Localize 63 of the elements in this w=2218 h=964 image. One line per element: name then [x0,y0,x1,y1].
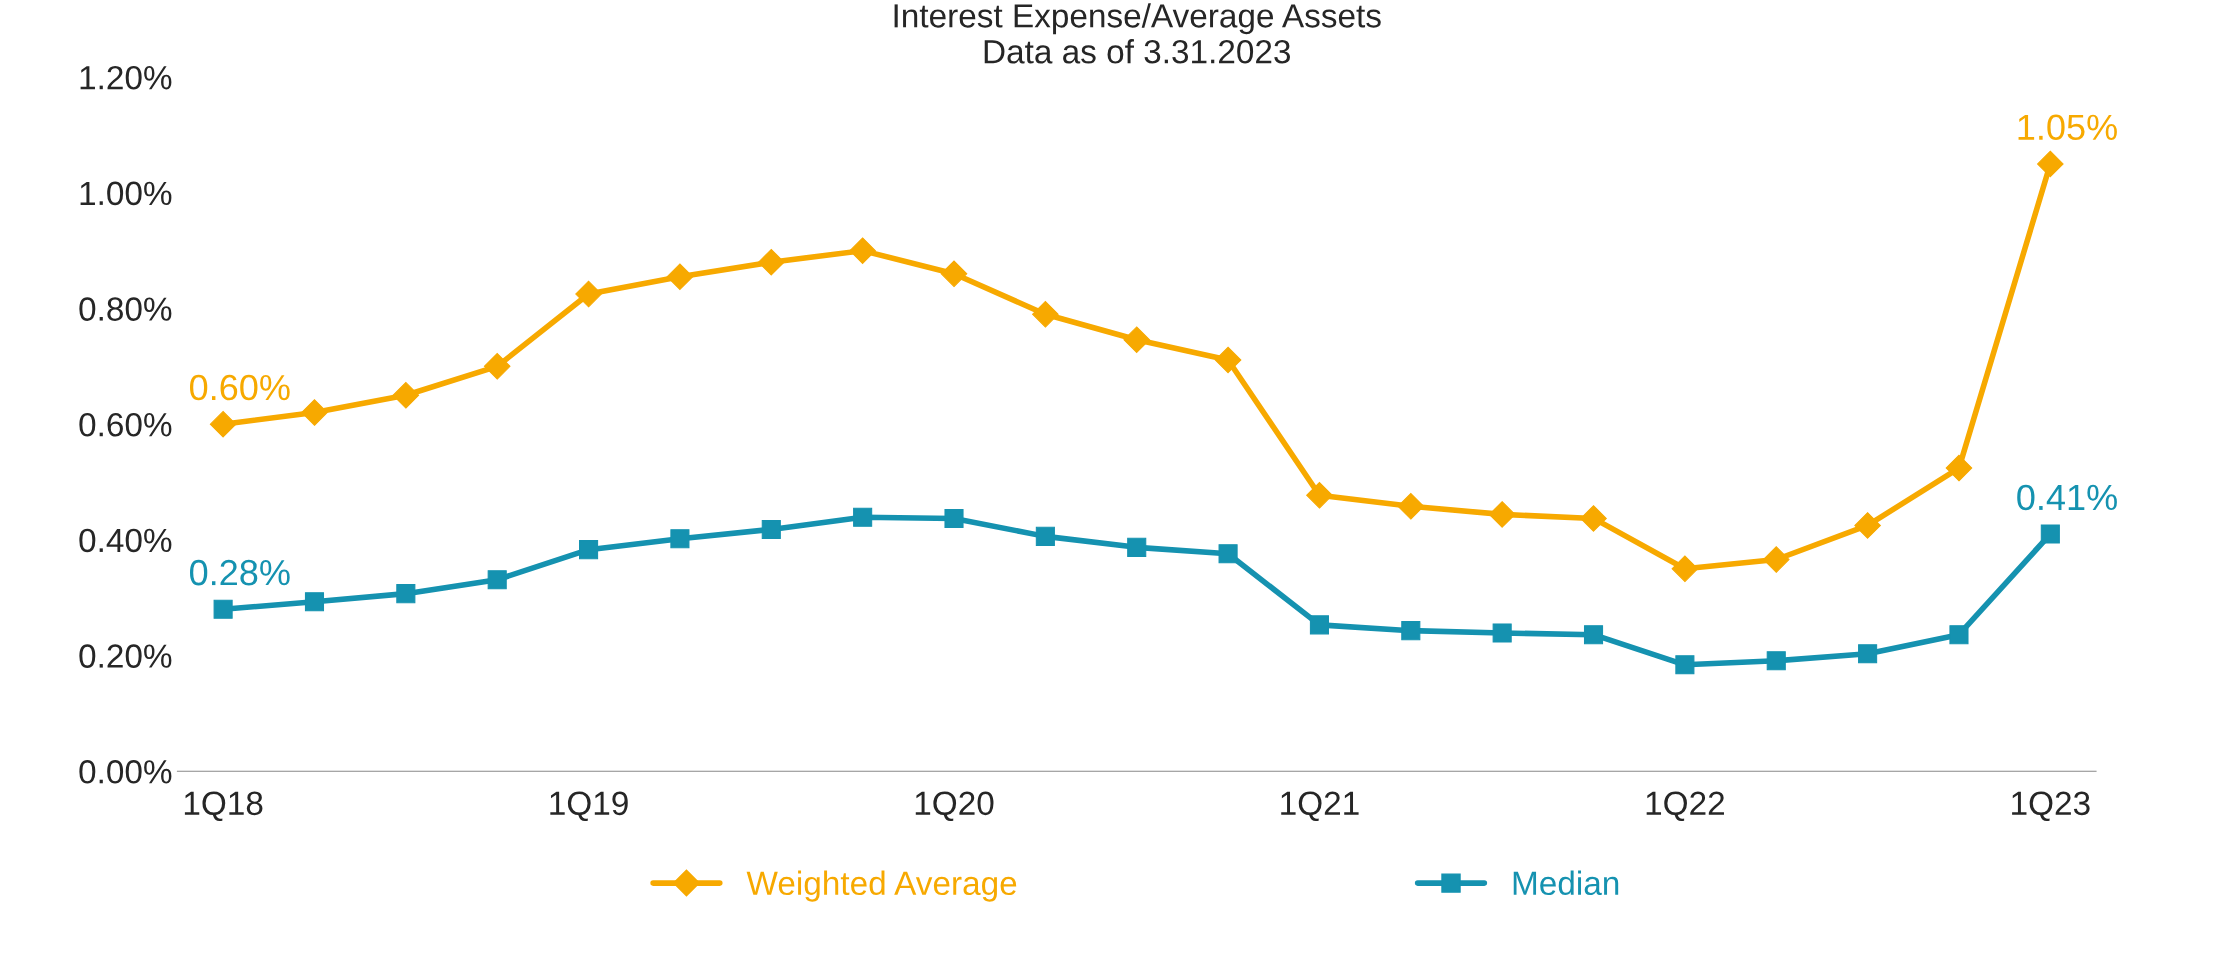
point [1035,526,1055,546]
point [304,592,325,612]
x-tick-label: 1Q22 [1646,791,1724,822]
point [761,519,781,539]
point [670,529,690,549]
x-tick-label: 1Q20 [915,791,994,822]
y-tick-label: 1.20% [80,65,172,90]
point [666,263,694,290]
y-tick-label: 0.80% [79,297,172,321]
point [2037,150,2064,178]
point [1306,482,1333,509]
point [849,237,876,264]
point [1949,625,1969,645]
point [758,248,785,276]
legend-label: Weighted Average [746,870,1017,902]
point [1583,625,1604,645]
data-label: 0.28% [190,559,290,586]
point [1032,300,1059,328]
data-label: 0.41% [2017,484,2117,511]
point [1671,555,1699,583]
chart-subtitle: Data as of 3.31.2023 [984,39,1291,64]
x-tick-label: 1Q21 [1281,791,1359,822]
point [483,353,511,380]
y-tick-label: 0.20% [79,644,172,668]
point [1397,493,1425,520]
point [209,410,237,438]
point [1858,644,1878,664]
point [213,599,233,619]
point [301,399,328,426]
legend-label: Median [1513,870,1619,896]
data-label: 1.05% [2018,114,2117,141]
point [392,381,420,409]
y-tick-label: 0.00% [79,760,172,784]
point [396,584,416,604]
y-tick-label: 1.00% [80,181,172,206]
point [1309,615,1329,635]
point [579,540,599,560]
x-tick-label: 1Q19 [550,791,628,822]
point [1127,537,1147,557]
point [940,260,968,288]
point [1854,512,1881,539]
point [575,280,602,308]
x-tick-label: 1Q18 [184,791,263,822]
y-tick-label: 0.60% [79,412,172,437]
chart-title: Interest Expense/Average Assets [894,3,1381,35]
point [1762,546,1790,573]
y-tick-label: 0.40% [79,528,172,553]
x-tick-label: 1Q23 [2012,791,2090,822]
point [1218,544,1238,564]
point [1675,655,1695,675]
point [1214,346,1242,374]
point [1492,623,1512,643]
point [1123,326,1151,353]
data-label: 0.60% [190,374,290,401]
point [1766,651,1786,671]
point [487,570,507,590]
point [2040,524,2060,544]
point [1401,621,1421,641]
point [944,508,964,528]
point [1580,505,1607,532]
point [1945,454,1973,482]
point [1488,501,1516,528]
point [853,507,873,527]
